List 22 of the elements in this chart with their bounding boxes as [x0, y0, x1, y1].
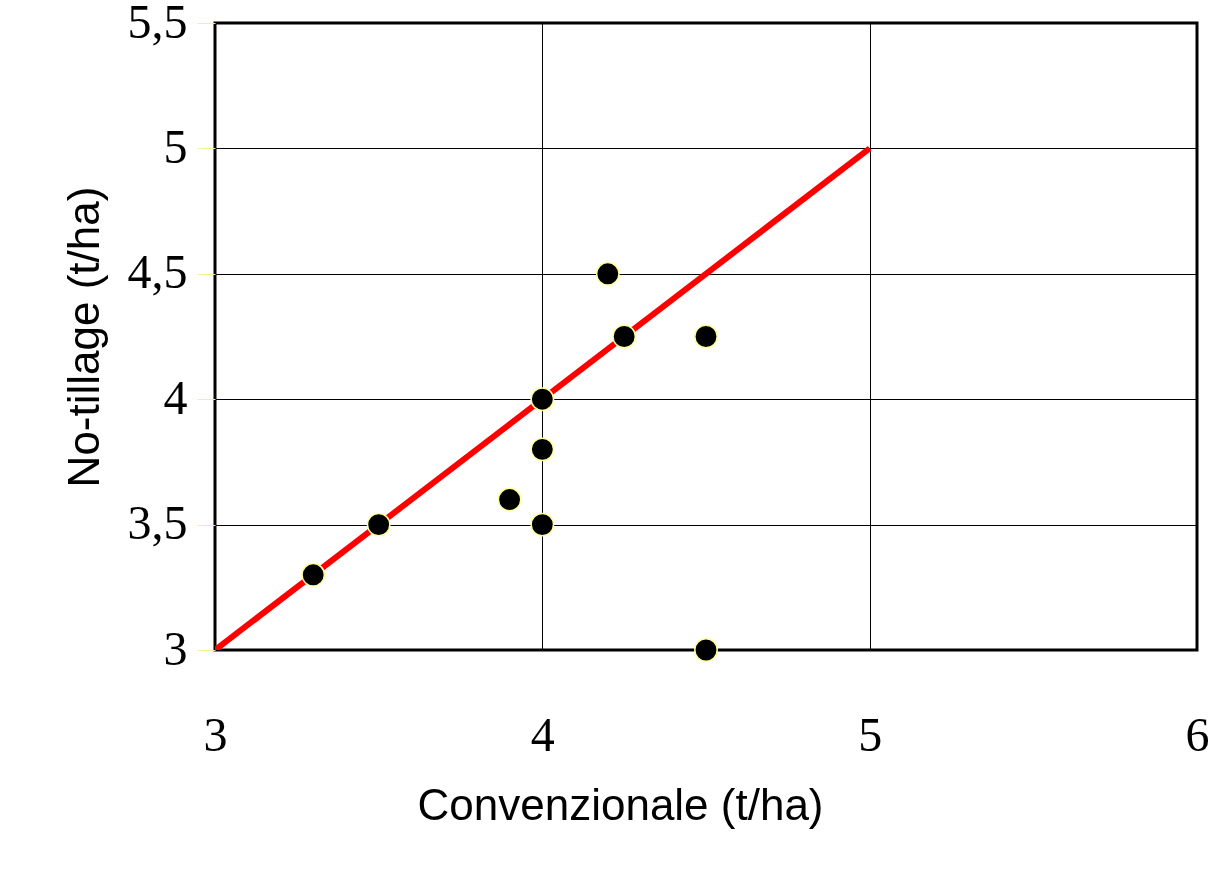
y-tick-label: 5,5 — [127, 0, 188, 48]
point — [595, 261, 620, 286]
point — [530, 387, 555, 412]
x-tick-label: 4 — [530, 707, 555, 761]
y-tick-label: 3 — [163, 621, 188, 675]
y-axis-title: No-tillage (t/ha) — [58, 186, 108, 488]
point — [530, 512, 555, 537]
x-tick-label: 6 — [1185, 707, 1210, 761]
x-tick-label: 3 — [203, 707, 228, 761]
y-tick-label: 3,5 — [127, 496, 188, 550]
point — [694, 324, 718, 349]
x-axis-title: Convenzionale (t/ha) — [417, 779, 824, 829]
y-tick-label: 5 — [163, 119, 188, 173]
y-tick-label: 4,5 — [127, 245, 188, 299]
point — [366, 512, 391, 537]
point — [694, 638, 718, 662]
x-tick-label: 5 — [858, 707, 883, 761]
y-tick-label: 4 — [163, 370, 188, 424]
point — [301, 562, 326, 587]
point — [612, 324, 637, 349]
point — [530, 437, 555, 462]
point — [497, 487, 522, 512]
